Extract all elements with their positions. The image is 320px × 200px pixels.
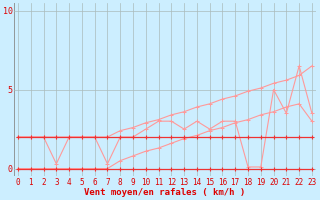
X-axis label: Vent moyen/en rafales ( km/h ): Vent moyen/en rafales ( km/h ) [84,188,245,197]
